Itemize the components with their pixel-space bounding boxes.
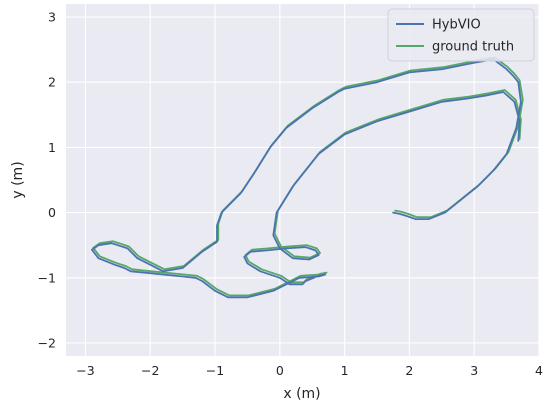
x-tick-label: 1: [341, 363, 349, 378]
plot-area: [66, 4, 539, 356]
x-tick-label: −3: [76, 363, 94, 378]
series-layer: [91, 56, 524, 299]
x-tick-label: 3: [470, 363, 478, 378]
x-tick-label: −1: [206, 363, 224, 378]
y-tick-label: 3: [48, 10, 56, 25]
y-axis-label: y (m): [10, 161, 26, 198]
x-tick-label: −2: [141, 363, 159, 378]
grid-lines: [66, 4, 540, 356]
y-tick-label: 2: [48, 75, 56, 90]
legend-label-hybvio: HybVIO: [432, 18, 481, 33]
x-tick-label: 4: [535, 363, 543, 378]
x-tick-label: 2: [405, 363, 413, 378]
series-line-ground-truth: [92, 56, 524, 297]
series-line-hybvio: [91, 58, 522, 299]
x-axis-label: x (m): [283, 386, 320, 402]
y-tick-label: −2: [38, 335, 56, 350]
y-tick-label: −1: [38, 270, 56, 285]
y-tick-label: 1: [48, 140, 56, 155]
legend: HybVIO ground truth: [387, 8, 535, 62]
legend-label-ground-truth: ground truth: [432, 40, 514, 55]
x-tick-label: 0: [276, 363, 284, 378]
tick-labels: −3 −2 −1 0 1 2 3 4 3 2 1 0 −1 −2: [38, 10, 543, 378]
y-tick-label: 0: [48, 205, 56, 220]
legend-box: [387, 8, 535, 62]
